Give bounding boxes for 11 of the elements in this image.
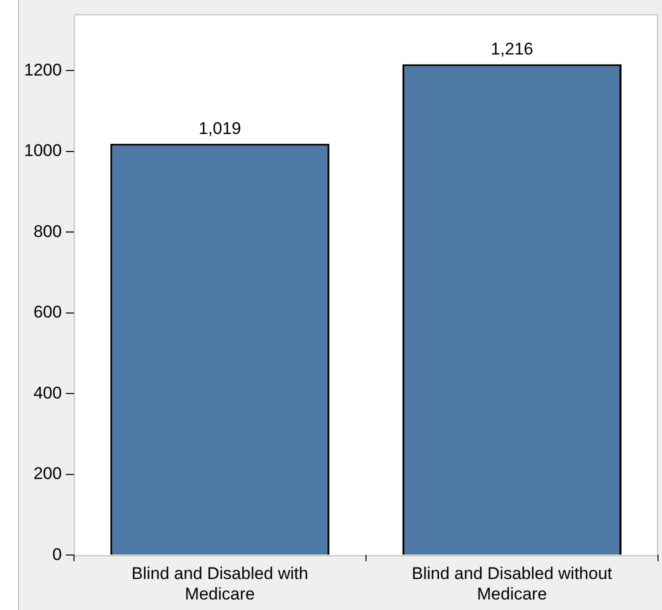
x-tick-label: Blind and Disabled without Medicare <box>412 564 612 604</box>
y-tick-label: 800 <box>33 222 62 241</box>
y-tick-label: 600 <box>33 302 62 322</box>
y-tick-label: 1200 <box>24 60 62 80</box>
y-tick-label: 200 <box>33 464 62 484</box>
y-tick-label: 0 <box>52 544 62 564</box>
data-label: 1,019 <box>198 118 242 138</box>
y-tick-label: 1000 <box>24 141 62 160</box>
data-label: 1,216 <box>490 39 534 58</box>
x-tick-label: Blind and Disabled with Medicare <box>132 564 308 604</box>
y-tick-label: 400 <box>33 383 62 402</box>
